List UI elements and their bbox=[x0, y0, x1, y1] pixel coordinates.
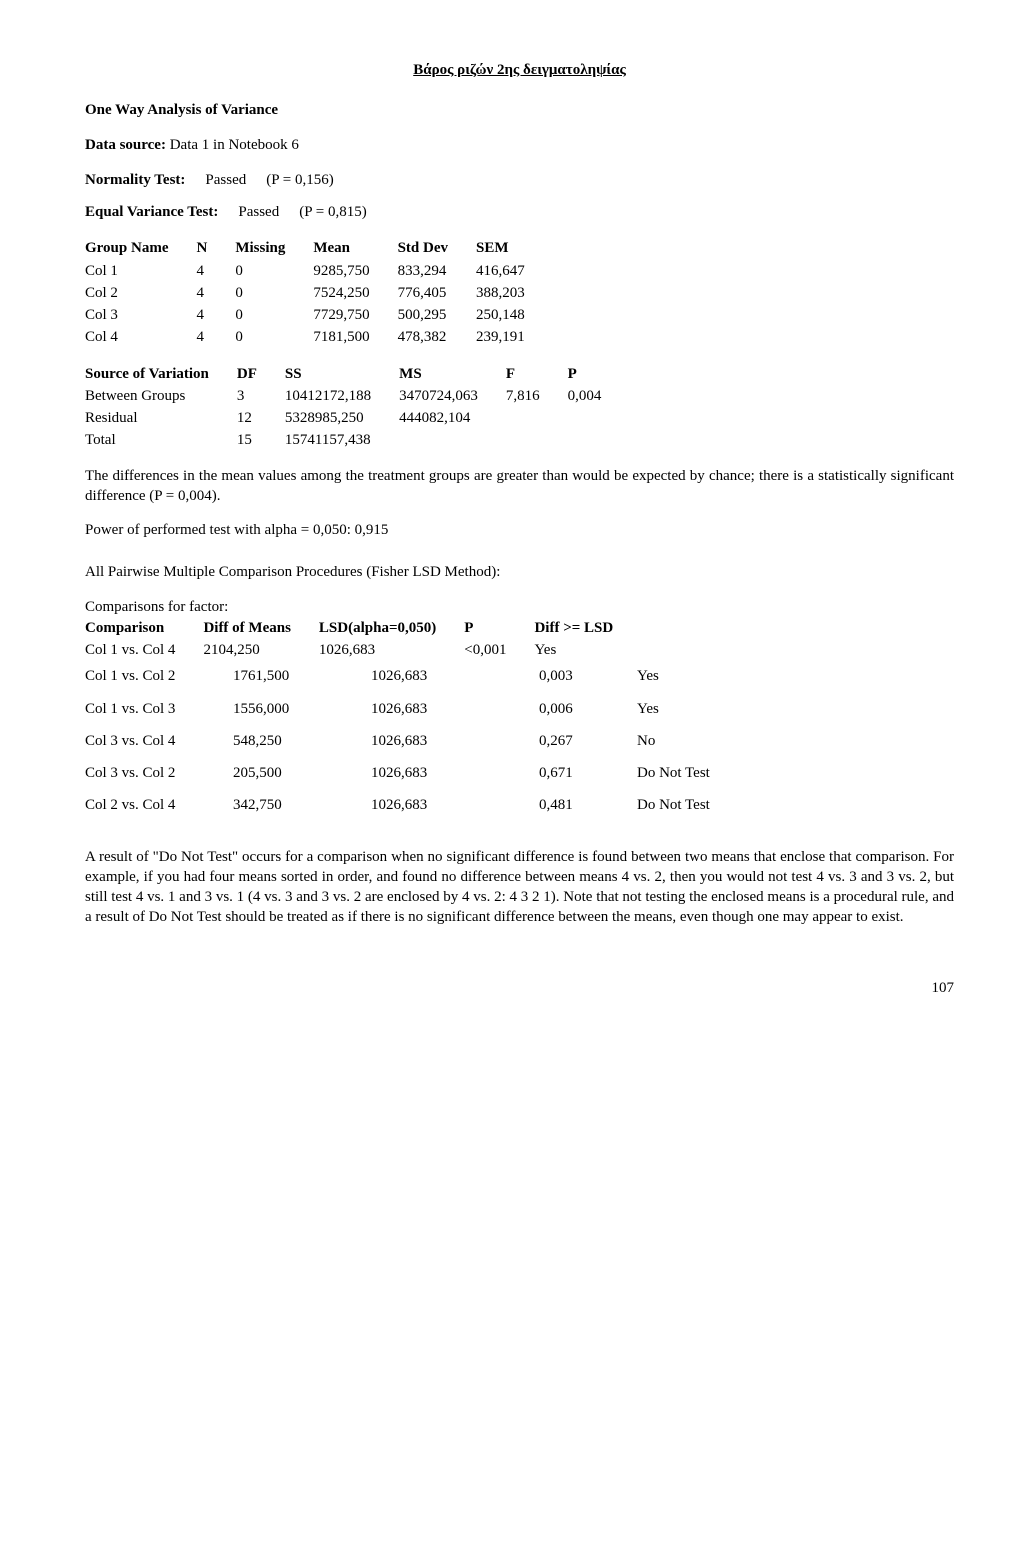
comparisons-row: Col 1 vs. Col 3 1556,000 1026,683 0,006 … bbox=[85, 698, 687, 720]
normality-label: Normality Test: bbox=[85, 169, 205, 191]
col-n: N bbox=[196, 237, 235, 259]
col-difflsd: Diff >= LSD bbox=[534, 617, 641, 639]
data-source-value: Data 1 in Notebook 6 bbox=[170, 137, 299, 153]
equal-var-result: Passed bbox=[238, 201, 299, 223]
table-row: Total 15 15741157,438 bbox=[85, 429, 629, 451]
normality-p: (P = 0,156) bbox=[266, 169, 354, 191]
comparisons-table: Comparison Diff of Means LSD(alpha=0,050… bbox=[85, 617, 641, 662]
table-row: Col 3 vs. Col 2 205,500 1026,683 0,671 D… bbox=[85, 762, 738, 784]
col-groupname: Group Name bbox=[85, 237, 196, 259]
footnote-text: A result of "Do Not Test" occurs for a c… bbox=[85, 847, 954, 928]
diff-text: The differences in the mean values among… bbox=[85, 466, 954, 507]
table-row: Col 4 4 0 7181,500 478,382 239,191 bbox=[85, 326, 553, 348]
equal-var-label: Equal Variance Test: bbox=[85, 201, 238, 223]
col-df: DF bbox=[237, 363, 285, 385]
table-row: Col 3 vs. Col 4 548,250 1026,683 0,267 N… bbox=[85, 730, 683, 752]
col-p: P bbox=[568, 363, 630, 385]
comparisons-row: Col 3 vs. Col 2 205,500 1026,683 0,671 D… bbox=[85, 762, 738, 784]
power-text: Power of performed test with alpha = 0,0… bbox=[85, 520, 954, 540]
col-comparison: Comparison bbox=[85, 617, 203, 639]
table-row: Between Groups 3 10412172,188 3470724,06… bbox=[85, 385, 629, 407]
table-row: Col 1 vs. Col 2 1761,500 1026,683 0,003 … bbox=[85, 665, 687, 687]
comp-factor-label: Comparisons for factor: bbox=[85, 597, 954, 617]
one-way-heading: One Way Analysis of Variance bbox=[85, 100, 954, 120]
doc-title: Βάρος ριζών 2ης δειγματοληψίας bbox=[85, 60, 954, 80]
col-f: F bbox=[506, 363, 568, 385]
equal-var-table: Equal Variance Test: Passed (P = 0,815) bbox=[85, 201, 387, 223]
tests-table: Normality Test: Passed (P = 0,156) bbox=[85, 169, 354, 191]
normality-result: Passed bbox=[205, 169, 266, 191]
equal-var-p: (P = 0,815) bbox=[299, 201, 387, 223]
col-ms: MS bbox=[399, 363, 506, 385]
data-source-label: Data source: bbox=[85, 137, 166, 153]
table-row: Col 2 vs. Col 4 342,750 1026,683 0,481 D… bbox=[85, 794, 738, 816]
group-stats-table: Group Name N Missing Mean Std Dev SEM Co… bbox=[85, 237, 553, 348]
col-mean: Mean bbox=[313, 237, 397, 259]
comparisons-row: Col 1 vs. Col 2 1761,500 1026,683 0,003 … bbox=[85, 665, 687, 687]
comparisons-row: Col 3 vs. Col 4 548,250 1026,683 0,267 N… bbox=[85, 730, 683, 752]
col-sem: SEM bbox=[476, 237, 553, 259]
table-row: Col 1 vs. Col 3 1556,000 1026,683 0,006 … bbox=[85, 698, 687, 720]
col-diffmeans: Diff of Means bbox=[203, 617, 318, 639]
col-lsd: LSD(alpha=0,050) bbox=[319, 617, 464, 639]
col-ss: SS bbox=[285, 363, 399, 385]
anova-table: Source of Variation DF SS MS F P Between… bbox=[85, 363, 629, 452]
page-number: 107 bbox=[85, 978, 954, 998]
table-row: Col 3 4 0 7729,750 500,295 250,148 bbox=[85, 304, 553, 326]
col-stddev: Std Dev bbox=[398, 237, 476, 259]
col-missing: Missing bbox=[235, 237, 313, 259]
table-row: Residual 12 5328985,250 444082,104 bbox=[85, 407, 629, 429]
pairwise-heading: All Pairwise Multiple Comparison Procedu… bbox=[85, 562, 954, 582]
table-row: Col 1 vs. Col 4 2104,250 1026,683 <0,001… bbox=[85, 639, 641, 661]
comparisons-row: Col 2 vs. Col 4 342,750 1026,683 0,481 D… bbox=[85, 794, 738, 816]
col-sov: Source of Variation bbox=[85, 363, 237, 385]
table-row: Col 1 4 0 9285,750 833,294 416,647 bbox=[85, 260, 553, 282]
col-p2: P bbox=[464, 617, 534, 639]
table-row: Col 2 4 0 7524,250 776,405 388,203 bbox=[85, 282, 553, 304]
